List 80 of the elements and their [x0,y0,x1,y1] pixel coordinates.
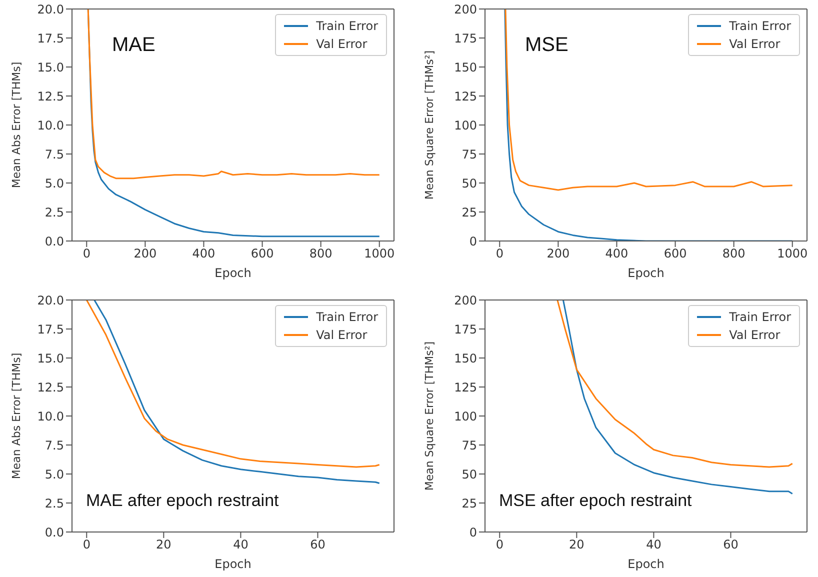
legend-label: Val Error [316,326,368,344]
y-tick-label: 7.5 [44,147,64,162]
y-tick-label: 20.0 [37,2,64,16]
legend-label: Train Error [729,18,791,35]
y-tick-label: 125 [454,89,477,104]
x-tick-label: 20 [156,537,172,552]
y-tick-label: 17.5 [37,31,64,46]
y-axis-title: Mean Abs Error [THMs] [10,352,23,479]
y-tick-label: 12.5 [37,380,64,394]
legend-label: Train Error [316,18,378,35]
y-tick-label: 15.0 [37,60,64,74]
y-tick-label: 0.0 [44,234,64,248]
y-tick-label: 100 [454,408,477,423]
y-tick-label: 10.0 [37,408,64,423]
legend-label: Val Error [316,36,368,53]
x-tick-label: 0 [82,537,90,552]
y-tick-label: 0 [469,524,477,539]
y-tick-label: 0 [469,234,477,248]
x-tick-label: 1000 [777,246,808,261]
x-axis-title: Epoch [628,266,664,280]
y-tick-label: 5.0 [44,176,64,190]
annotation: MAE after epoch restraint [86,490,279,510]
x-axis-title: Epoch [214,556,252,570]
y-tick-label: 50 [462,466,477,481]
y-tick-label: 200 [454,292,477,307]
x-tick-label: 60 [310,537,326,552]
y-tick-label: 175 [454,31,477,46]
x-tick-label: 400 [192,246,216,261]
x-tick-label: 800 [309,246,332,261]
legend-label: Train Error [316,308,378,326]
x-tick-label: 1000 [364,246,395,261]
x-tick-label: 40 [233,537,248,552]
legend-label: Val Error [729,36,780,53]
y-tick-label: 0.0 [44,524,64,539]
y-tick-label: 75 [462,438,477,452]
y-tick-label: 12.5 [37,89,64,104]
x-tick-label: 0 [496,246,504,261]
line-series [556,300,794,468]
y-tick-label: 2.5 [44,205,64,220]
y-tick-label: 17.5 [37,322,64,336]
y-tick-label: 7.5 [44,438,64,452]
line-series [504,9,794,191]
x-tick-label: 60 [723,537,738,552]
y-tick-label: 25 [462,496,477,510]
y-tick-label: 5.0 [44,466,64,481]
x-tick-label: 200 [546,246,570,261]
y-axis-title: Mean Square Error [THMs²] [422,340,436,490]
x-tick-label: 400 [605,246,628,261]
x-tick-label: 0 [82,246,90,261]
x-axis-title: Epoch [214,266,252,280]
y-tick-label: 100 [454,118,477,132]
annotation: MSE [525,34,568,57]
y-tick-label: 150 [454,60,477,74]
annotation: MSE after epoch restraint [499,490,692,510]
y-tick-label: 175 [454,322,477,336]
x-tick-label: 600 [664,246,687,261]
y-tick-label: 15.0 [37,350,64,365]
y-axis-title: Mean Square Error [THMs²] [422,50,436,200]
y-tick-label: 25 [462,205,477,220]
y-axis-title: Mean Abs Error [THMs] [10,62,23,188]
y-tick-label: 200 [454,2,477,16]
x-axis-title: Epoch [628,556,664,570]
x-tick-label: 40 [646,537,662,552]
y-tick-label: 50 [462,176,477,190]
annotation: MAE [112,34,156,57]
x-tick-label: 600 [250,246,274,261]
y-tick-label: 10.0 [37,118,64,132]
y-tick-label: 75 [462,147,477,162]
line-series [87,9,380,180]
legend-label: Train Error [729,308,791,326]
x-tick-label: 20 [569,537,584,552]
legend-label: Val Error [729,326,780,344]
y-tick-label: 2.5 [44,496,64,510]
x-tick-label: 800 [722,246,746,261]
y-tick-label: 20.0 [37,292,64,307]
x-tick-label: 200 [134,246,157,261]
x-tick-label: 0 [496,537,504,552]
y-tick-label: 150 [454,350,477,365]
y-tick-label: 125 [454,380,477,394]
line-series [562,300,794,494]
